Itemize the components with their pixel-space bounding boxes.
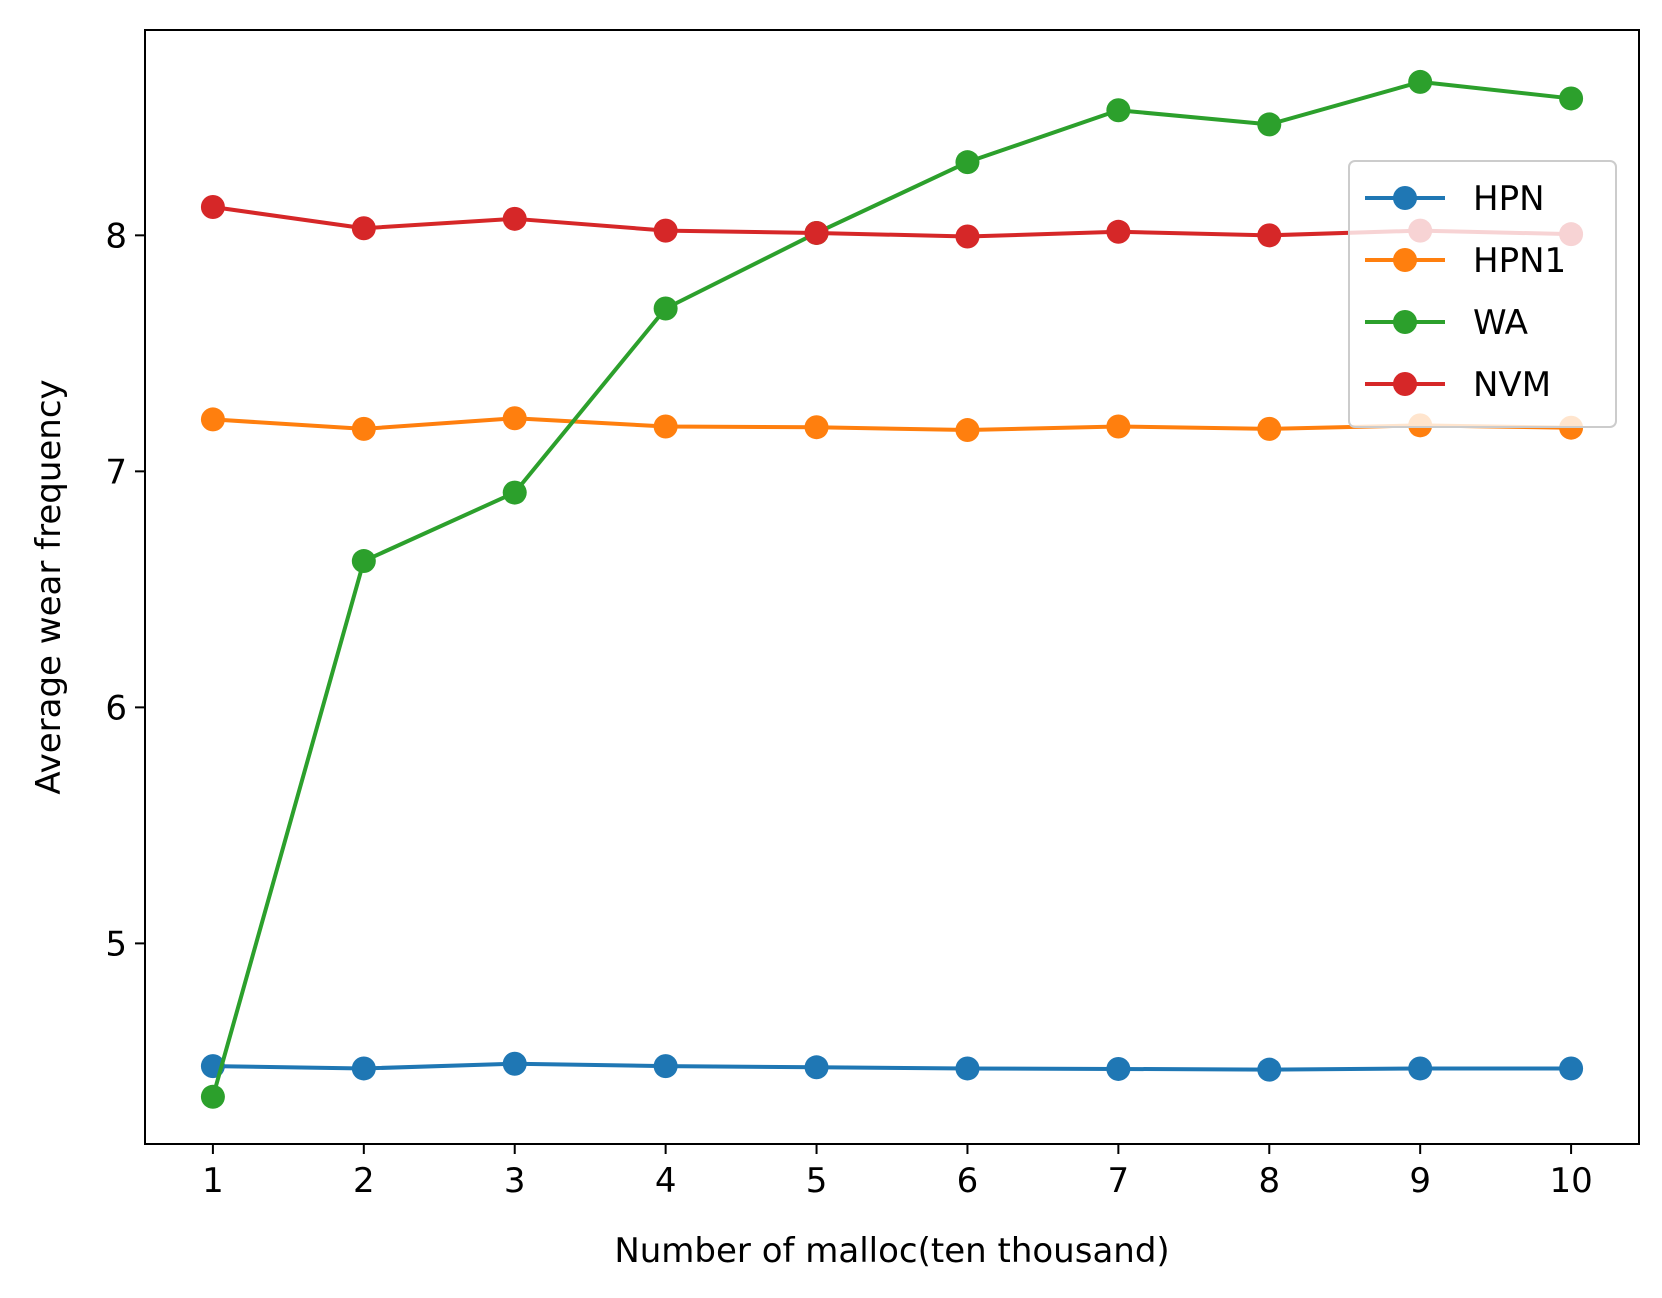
plot-frame: [144, 29, 1640, 1145]
legend: HPN HPN1 WA NVM: [1348, 160, 1617, 428]
data-point-wa: [1106, 98, 1131, 123]
y-axis-label: Average wear frequency: [29, 379, 69, 794]
legend-marker-wa: [1393, 310, 1417, 334]
data-point-wa: [653, 296, 678, 321]
legend-marker-nvm: [1393, 372, 1417, 396]
data-point-hpn: [502, 1051, 527, 1076]
data-point-hpn: [1106, 1056, 1131, 1081]
data-point-nvm: [804, 220, 829, 245]
data-point-hpn: [351, 1056, 376, 1081]
legend-label-wa: WA: [1473, 303, 1528, 343]
data-point-wa: [200, 1084, 225, 1109]
series-line-hpn1: [212, 416, 1572, 433]
data-point-hpn: [653, 1054, 678, 1079]
y-tick-label: 6: [105, 688, 127, 728]
x-tick-label: 9: [1409, 1161, 1431, 1201]
x-tick-label: 3: [504, 1161, 526, 1201]
legend-box: [1348, 160, 1617, 428]
series-line-wa: [210, 79, 1572, 1098]
legend-marker-hpn1: [1393, 248, 1417, 272]
y-tick-label: 8: [105, 216, 127, 256]
data-point-wa: [502, 480, 527, 505]
data-point-hpn1: [200, 407, 225, 432]
data-point-hpn: [1559, 1056, 1584, 1081]
legend-label-hpn: HPN: [1473, 179, 1545, 219]
y-tick-label: 7: [105, 452, 127, 492]
legend-label-nvm: NVM: [1473, 365, 1551, 405]
x-tick-label: 5: [806, 1161, 828, 1201]
data-point-wa: [1559, 86, 1584, 111]
x-tick-label: 4: [655, 1161, 677, 1201]
data-point-wa: [351, 549, 376, 574]
data-point-nvm: [502, 206, 527, 231]
data-point-wa: [1257, 112, 1282, 137]
y-axis: 5 6 7 8: [105, 216, 145, 964]
data-point-nvm: [1106, 219, 1131, 244]
data-point-hpn1: [1257, 416, 1282, 441]
data-point-hpn: [1257, 1057, 1282, 1082]
x-tick-label: 6: [957, 1161, 979, 1201]
data-point-wa: [1408, 69, 1433, 94]
series-line-nvm: [212, 205, 1572, 239]
data-point-hpn1: [653, 414, 678, 439]
series-layer: [200, 69, 1584, 1109]
x-tick-label: 1: [202, 1161, 224, 1201]
data-point-wa: [955, 150, 980, 175]
data-point-hpn1: [351, 416, 376, 441]
x-tick-label: 10: [1549, 1161, 1592, 1201]
data-point-nvm: [200, 195, 225, 220]
x-tick-label: 2: [353, 1161, 375, 1201]
x-axis-label: Number of malloc(ten thousand): [614, 1231, 1169, 1271]
y-tick-label: 5: [105, 924, 127, 964]
x-axis: 1 2 3 4 5 6 7 8 9 10: [202, 1144, 1593, 1201]
data-point-hpn1: [955, 418, 980, 443]
legend-marker-hpn: [1393, 186, 1417, 210]
data-point-nvm: [351, 216, 376, 241]
legend-label-hpn1: HPN1: [1473, 241, 1566, 281]
x-tick-label: 8: [1258, 1161, 1280, 1201]
data-point-hpn1: [1106, 414, 1131, 439]
data-point-nvm: [653, 218, 678, 243]
data-point-hpn: [1408, 1056, 1433, 1081]
data-point-nvm: [1257, 223, 1282, 248]
series-line-hpn: [212, 1061, 1572, 1072]
data-point-hpn: [955, 1056, 980, 1081]
data-point-nvm: [955, 224, 980, 249]
data-point-hpn1: [502, 406, 527, 431]
x-tick-label: 7: [1108, 1161, 1130, 1201]
data-point-hpn: [804, 1055, 829, 1080]
data-point-hpn1: [804, 415, 829, 440]
